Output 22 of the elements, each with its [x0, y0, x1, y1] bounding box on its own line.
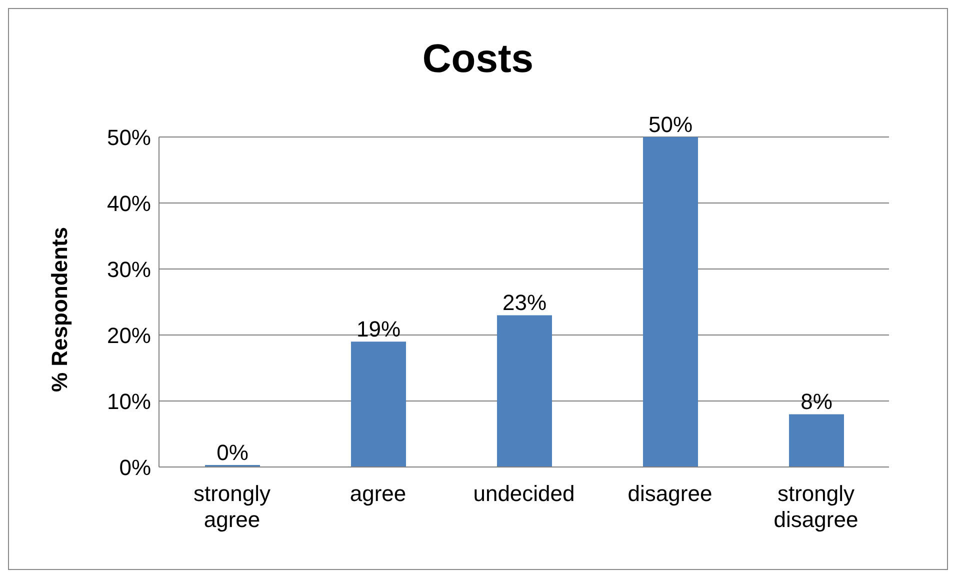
data-label: 0%: [216, 440, 248, 465]
y-tick-label: 40%: [106, 190, 151, 216]
x-tick-label: undecided: [473, 481, 575, 506]
y-tick-label: 10%: [106, 388, 151, 414]
y-tick-label: 50%: [106, 124, 151, 150]
y-axis-title: % Respondents: [46, 226, 72, 392]
y-tick-label: 20%: [106, 322, 151, 348]
x-tick-label: agree: [350, 481, 406, 506]
bar: [497, 315, 552, 467]
bar: [789, 414, 844, 467]
x-tick-label: strongly agree: [193, 481, 271, 532]
chart-title: Costs: [421, 36, 535, 83]
y-tick-label: 30%: [106, 256, 151, 282]
x-tick-label: disagree: [628, 481, 712, 506]
bar: [351, 342, 406, 467]
data-label: 50%: [648, 112, 693, 137]
x-tick-label: strongly disagree: [774, 481, 858, 532]
data-label: 19%: [356, 316, 401, 342]
data-label: 8%: [800, 389, 832, 414]
data-label: 23%: [502, 290, 547, 316]
bar: [643, 137, 698, 467]
y-tick-label: 0%: [119, 454, 151, 480]
